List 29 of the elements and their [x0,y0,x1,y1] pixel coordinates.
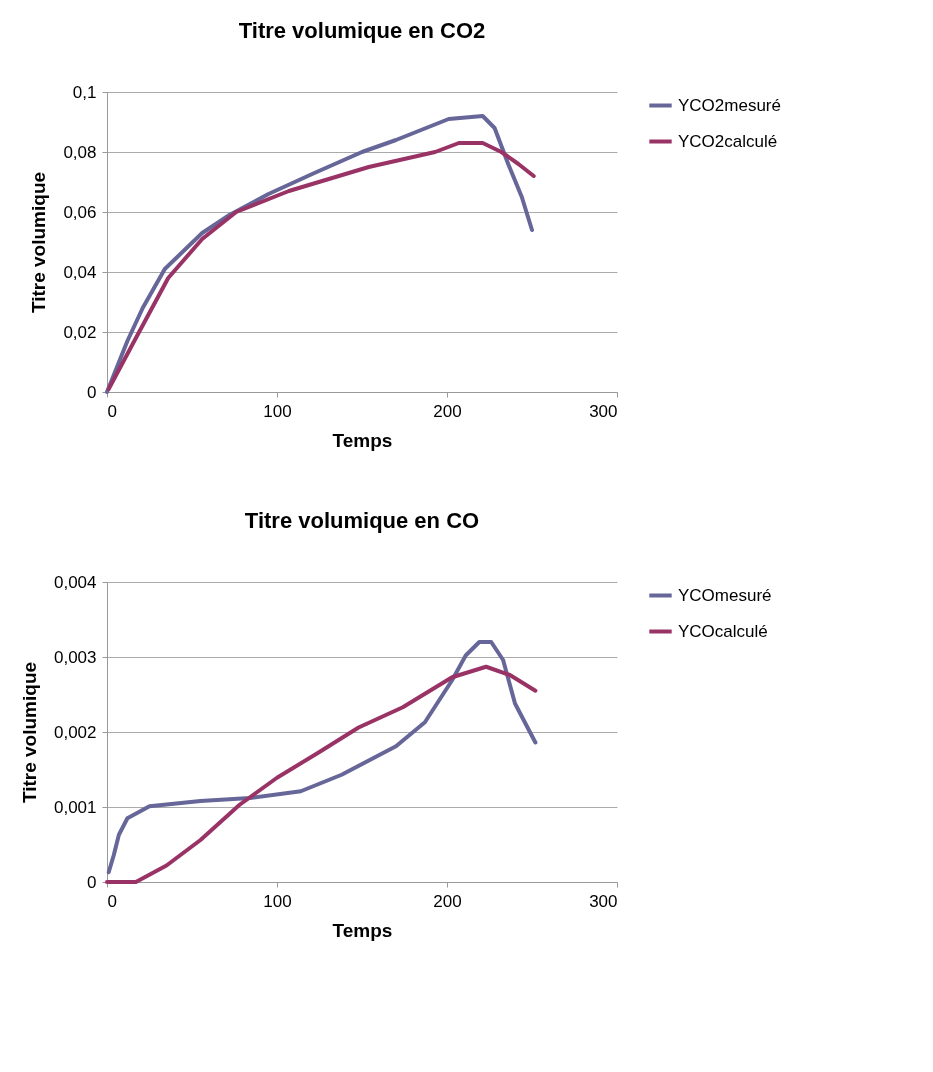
y-tick-label: 0,04 [63,262,97,282]
legend-label: YCO2mesuré [678,95,781,115]
x-tick-label: 300 [589,401,618,421]
legend-label: YCO2calculé [678,131,778,151]
y-tick-label: 0,08 [63,142,97,162]
x-tick-label: 100 [263,401,292,421]
x-tick-label: 300 [589,891,618,911]
y-tick-label: 0,002 [53,722,97,742]
y-tick-label: 0,001 [53,797,97,817]
legend-label: YCOmesuré [678,585,772,605]
y-tick-label: 0,003 [53,647,97,667]
y-axis-title: Titre volumique [28,171,50,314]
y-tick-label: 0,004 [53,572,97,592]
y-tick-label: 0 [87,872,97,892]
x-axis-title: Temps [332,919,393,941]
legend-label: YCOcalculé [678,621,768,641]
y-tick-label: 0 [87,382,97,402]
chart-title: Titre volumique en CO [244,508,480,533]
y-tick-label: 0,06 [63,202,97,222]
chart-title: Titre volumique en CO2 [238,18,486,43]
x-tick-label: 200 [433,891,462,911]
x-axis-title: Temps [332,429,393,451]
x-tick-label: 200 [433,401,462,421]
x-tick-label: 0 [107,401,117,421]
y-axis-title: Titre volumique [18,661,40,804]
y-tick-label: 0,1 [72,82,97,102]
x-tick-label: 0 [107,891,117,911]
y-tick-label: 0,02 [63,322,97,342]
x-tick-label: 100 [263,891,292,911]
